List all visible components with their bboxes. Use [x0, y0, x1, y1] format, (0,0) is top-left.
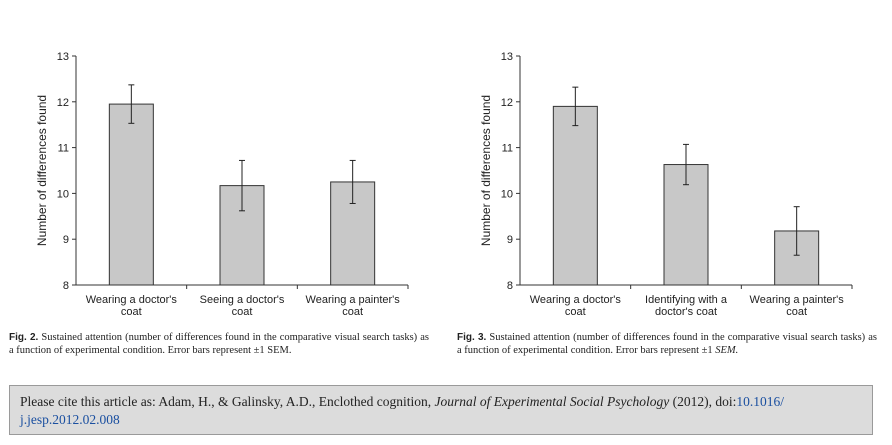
citation-box: Please cite this article as: Adam, H., &…	[9, 385, 873, 435]
y-tick-label: 12	[57, 97, 69, 109]
y-tick-label: 9	[63, 234, 69, 246]
y-tick-label: 11	[58, 143, 69, 155]
figure-2-caption-text: Sustained attention (number of differenc…	[9, 332, 429, 356]
figure-3-caption-sem: SEM.	[715, 345, 739, 356]
x-tick-label: coat	[121, 306, 142, 318]
y-tick-label: 12	[501, 97, 513, 109]
x-tick-label: doctor's coat	[655, 306, 717, 318]
y-tick-label: 13	[501, 51, 513, 63]
figure-3-caption-text: Sustained attention (number of differenc…	[457, 332, 877, 356]
y-tick-label: 13	[57, 51, 69, 63]
x-tick-label: Seeing a doctor's	[200, 294, 285, 306]
y-axis-label: Number of differences found	[479, 95, 493, 246]
bar	[108, 103, 154, 286]
y-tick-label: 10	[501, 188, 513, 200]
x-tick-label: coat	[232, 306, 253, 318]
bar	[774, 230, 820, 286]
citation-journal: Journal of Experimental Social Psycholog…	[434, 394, 670, 409]
doi-link[interactable]: 10.1016/j.jesp.2012.02.008	[20, 394, 784, 427]
figure-3-label: Fig. 3.	[457, 332, 487, 343]
y-tick-label: 9	[507, 234, 513, 246]
figure-3-caption: Fig. 3. Sustained attention (number of d…	[457, 331, 877, 357]
y-tick-label: 11	[502, 143, 513, 155]
figure-2-caption: Fig. 2. Sustained attention (number of d…	[9, 331, 429, 357]
x-tick-label: coat	[786, 306, 807, 318]
y-tick-label: 8	[507, 280, 513, 292]
figure-2-label: Fig. 2.	[9, 332, 39, 343]
x-tick-label: Wearing a painter's	[306, 294, 401, 306]
figure-3-svg: 8 9 10 11 12 13 Number of differences found Wea…	[479, 51, 853, 318]
figure-3-chart: 8 9 10 11 12 13 Number of differences found Wea…	[448, 40, 878, 325]
x-tick-label: Wearing a doctor's	[86, 294, 178, 306]
citation-suffix: (2012), doi:	[672, 394, 737, 409]
x-tick-label: Wearing a doctor's	[530, 294, 622, 306]
figure-2-svg: 8 9 10 11 12 13 Number of differences found Wea…	[35, 51, 409, 318]
x-tick-label: Identifying with a	[645, 294, 728, 306]
x-tick-label: coat	[565, 306, 586, 318]
x-tick-label: coat	[342, 306, 363, 318]
doi-link-part2: j.jesp.2012.02.008	[20, 412, 120, 427]
doi-link-part1: 10.1016/	[736, 394, 785, 409]
citation-prefix: Please cite this article as: Adam, H., &…	[20, 394, 432, 409]
figure-2-chart: 8 9 10 11 12 13 Number of differences found Wea…	[0, 40, 430, 325]
y-tick-label: 10	[57, 188, 69, 200]
x-tick-label: Wearing a painter's	[750, 294, 845, 306]
y-axis-label: Number of differences found	[35, 95, 49, 246]
bar	[552, 105, 598, 286]
y-tick-label: 8	[63, 280, 69, 292]
